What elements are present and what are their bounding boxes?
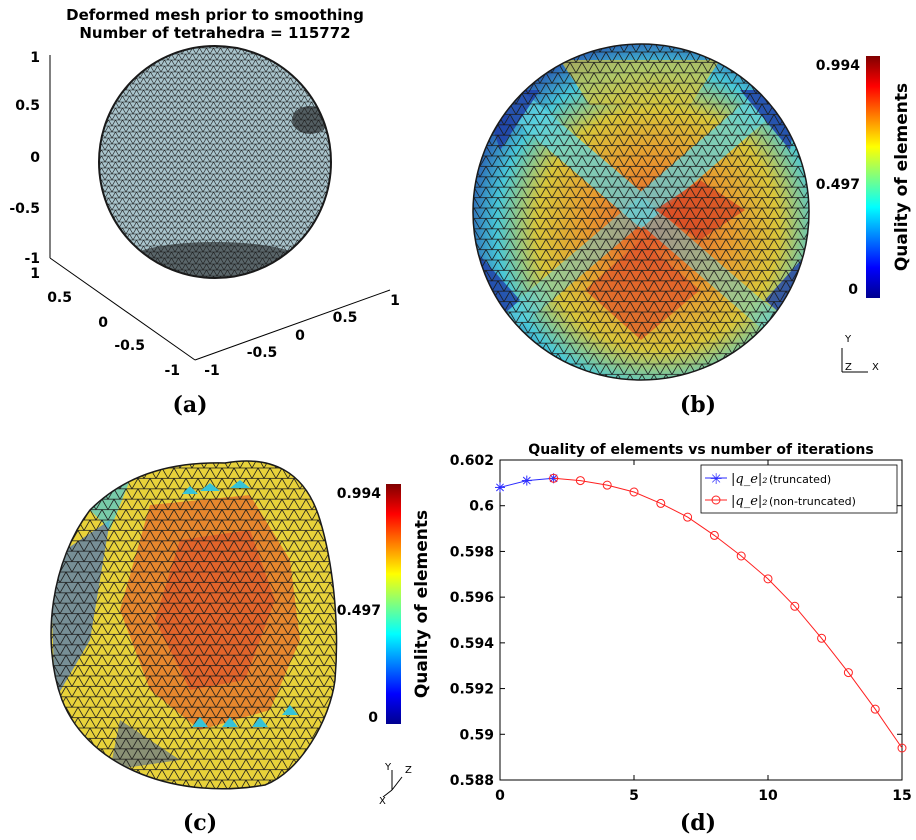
panel-a-z-tick: 0.5 (15, 98, 40, 114)
panel-b-colorbar-tick: 0 (848, 282, 858, 298)
panel-b-triad-z: Z (845, 362, 852, 373)
chart-legend: ✳ |q_e|₂ (truncated) |q_e|₂ (non-truncat… (700, 464, 898, 514)
data-point (736, 551, 746, 561)
panel-a-title-line2: Number of tetrahedra = 115772 (79, 24, 350, 42)
data-point (602, 480, 612, 490)
y-tick-label: 0.6 (469, 499, 494, 515)
panel-a-z-tick: -1 (24, 251, 40, 267)
panel-a-y-tick: -0.5 (114, 338, 145, 354)
y-tick-label: 0.59 (459, 727, 494, 743)
legend-note-truncated: (truncated) (769, 473, 831, 486)
panel-a-y-tick: 0 (98, 315, 108, 331)
data-point (817, 633, 827, 643)
panel-b-colorbar-label: Quality of elements (892, 83, 912, 271)
y-tick-label: 0.592 (450, 682, 494, 698)
legend-entry-non-truncated: |q_e|₂ (non-truncated) (705, 494, 856, 509)
panel-c-triad-z: Z (405, 765, 412, 776)
legend-math-non-truncated: |q_e|₂ (731, 494, 768, 509)
chart-x-axis: 0 5 10 15 (495, 460, 912, 804)
data-point (683, 512, 693, 522)
x-tick-label: 15 (892, 788, 911, 804)
panel-c-colorbar: 0.994 0.497 0 Quality of elements (337, 484, 432, 726)
legend-math-truncated: |q_e|₂ (731, 472, 768, 487)
panel-b-colorbar-gradient (866, 56, 880, 298)
y-tick-label: 0.602 (450, 453, 494, 469)
panel-c-label: (c) (183, 810, 217, 836)
panel-a-y-tick: 0.5 (47, 290, 72, 306)
chart-legend-box (700, 464, 898, 514)
panel-a-y-tick: 1 (30, 266, 40, 282)
data-point (709, 530, 719, 540)
x-tick-label: 10 (758, 788, 778, 804)
data-point (763, 574, 773, 584)
panel-a-z-tick: 1 (30, 50, 40, 66)
panel-c-colorbar-tick: 0 (368, 710, 378, 726)
data-point (656, 498, 666, 508)
data-point (790, 601, 800, 611)
panel-c-colorbar-tick: 0.497 (337, 603, 381, 619)
data-point (521, 475, 532, 486)
chart-y-axis: 0.602 0.6 0.598 0.596 0.594 0.592 0.59 0.588 (450, 453, 902, 789)
panel-c-colorbar-label: Quality of elements (412, 510, 432, 698)
panel-b-label: (b) (680, 392, 716, 418)
x-tick-label: 0 (495, 788, 505, 804)
panel-a-y-axis (49, 257, 196, 361)
y-tick-label: 0.594 (450, 636, 495, 652)
legend-marker-star-icon: ✳ (710, 470, 723, 488)
series-line-non-truncated (553, 477, 903, 749)
chart-series-group (495, 473, 907, 753)
panel-b-axes-triad: Y Z X (841, 334, 879, 373)
legend-entry-truncated: ✳ |q_e|₂ (truncated) (705, 470, 831, 488)
data-point (870, 704, 880, 714)
panel-c: 0.994 0.497 0 Quality of elements Y Z X … (50, 460, 432, 836)
panel-c-colorbar-gradient (386, 484, 401, 724)
panel-b: 0.994 0.497 0 Quality of elements Y Z X … (472, 43, 912, 418)
data-point (575, 476, 585, 486)
panel-b-quality-sphere (472, 43, 810, 381)
panel-d: Quality of elements vs number of iterati… (450, 442, 912, 836)
panel-b-colorbar-tick: 0.497 (816, 177, 860, 193)
y-tick-label: 0.596 (450, 590, 494, 606)
y-tick-label: 0.598 (450, 544, 494, 560)
panel-a-x-tick: -1 (204, 363, 220, 379)
chart-title: Quality of elements vs number of iterati… (528, 442, 873, 458)
panel-d-label: (d) (680, 810, 716, 836)
panel-a-title-line1: Deformed mesh prior to smoothing (66, 6, 364, 24)
panel-b-triad-y: Y (844, 334, 852, 345)
data-point (495, 482, 505, 493)
panel-c-triad-y: Y (384, 762, 392, 773)
x-tick-label: 5 (629, 788, 639, 804)
legend-note-non-truncated: (non-truncated) (769, 495, 856, 508)
panel-c-colorbar-tick: 0.994 (337, 486, 382, 502)
legend-marker-circle-icon (711, 495, 721, 505)
panel-a-x-tick: 0 (295, 328, 305, 344)
panel-a-y-tick: -1 (164, 363, 180, 379)
panel-a: Deformed mesh prior to smoothing Number … (9, 6, 400, 418)
panel-c-axes-triad: Y Z X (379, 762, 412, 807)
y-tick-label: 0.588 (450, 773, 494, 789)
panel-c-triad-x: X (379, 796, 386, 807)
data-point (629, 487, 639, 497)
panel-b-colorbar: 0.994 0.497 0 Quality of elements (816, 56, 912, 298)
panel-c-cut-sphere (50, 460, 338, 790)
panel-a-mesh-sphere (98, 45, 332, 279)
panel-b-triad-x: X (872, 362, 879, 373)
panel-a-x-tick: 0.5 (333, 310, 358, 326)
panel-a-x-axis (194, 289, 391, 361)
panel-a-z-tick: 0 (30, 150, 40, 166)
data-point (897, 743, 907, 753)
panel-a-label: (a) (172, 392, 207, 418)
panel-a-x-tick: 1 (390, 293, 400, 309)
panel-a-x-tick: -0.5 (247, 345, 278, 361)
data-point (549, 473, 559, 483)
data-point (843, 668, 853, 678)
panel-b-colorbar-tick: 0.994 (816, 58, 861, 74)
panel-a-z-tick: -0.5 (9, 201, 40, 217)
